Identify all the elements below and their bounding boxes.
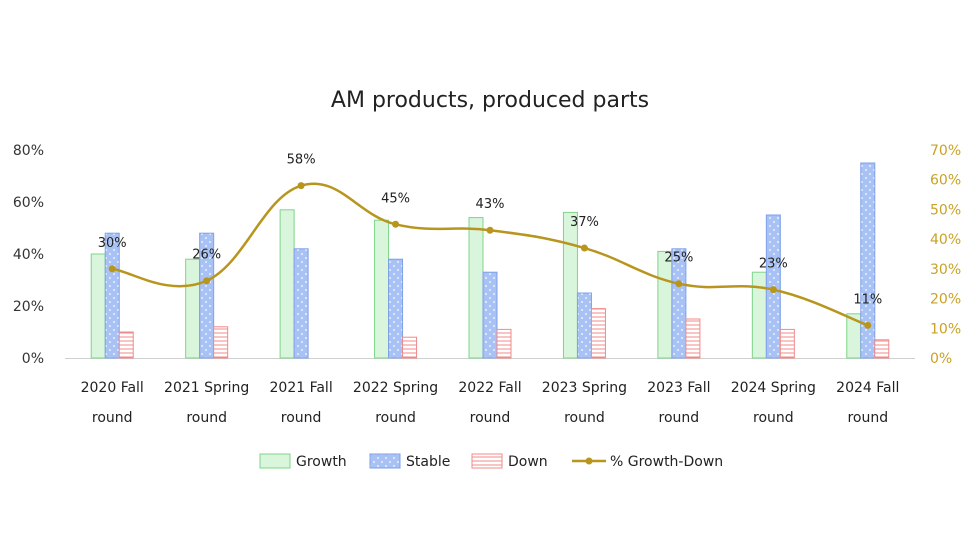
left-axis-tick: 40% <box>13 247 44 263</box>
down-bar <box>874 339 890 359</box>
stable-bar <box>576 292 592 359</box>
legend-growth-down: % Growth-Down <box>572 454 723 470</box>
right-axis-tick: 10% <box>930 321 961 337</box>
legend-growth-label: Growth <box>296 454 347 470</box>
x-axis-tick-label: 2021 Fall <box>270 380 333 396</box>
growth-down-point <box>392 220 400 228</box>
left-axis-tick: 20% <box>13 299 44 315</box>
x-axis-tick-label: round <box>281 410 322 426</box>
right-axis-tick: 30% <box>930 262 961 278</box>
growth-down-point <box>108 265 116 273</box>
growth-bar <box>185 258 201 359</box>
stable-bar <box>482 271 498 359</box>
right-axis-tick: 20% <box>930 292 961 308</box>
legend-growth-down-marker <box>585 457 593 465</box>
x-axis-tick-label: round <box>375 410 416 426</box>
left-axis-tick: 0% <box>22 351 44 367</box>
x-axis-tick-label: round <box>470 410 511 426</box>
data-label: 11% <box>853 292 882 307</box>
stable-bar <box>388 258 404 359</box>
growth-down-line <box>112 182 869 327</box>
legend-stable-swatch <box>369 453 401 469</box>
x-axis-tick-label: round <box>186 410 227 426</box>
growth-bar <box>657 250 673 359</box>
growth-down-point <box>486 226 494 234</box>
right-axis-tick: 0% <box>930 351 952 367</box>
x-axis-tick-label: 2023 Fall <box>647 380 710 396</box>
stable-bar <box>860 162 876 359</box>
stable-bar <box>199 232 215 359</box>
growth-down-point <box>864 321 872 329</box>
legend-growth: Growth <box>259 453 347 470</box>
down-bar <box>685 318 701 359</box>
growth-down-point <box>203 277 211 285</box>
legend-stable-label: Stable <box>406 454 450 470</box>
right-axis-tick: 70% <box>930 143 961 159</box>
growth-down-point <box>580 244 588 252</box>
x-axis-tick-label: 2023 Spring <box>542 380 627 396</box>
down-bar <box>402 336 418 359</box>
x-axis-tick-label: round <box>92 410 133 426</box>
growth-down-point <box>769 286 777 294</box>
x-axis-tick-label: 2024 Fall <box>836 380 899 396</box>
left-axis-tick: 80% <box>13 143 44 159</box>
legend-down: Down <box>471 453 548 470</box>
x-axis-tick-label: round <box>847 410 888 426</box>
legend-stable: Stable <box>369 453 450 470</box>
stable-bar <box>671 248 687 359</box>
data-label: 23% <box>759 257 788 272</box>
data-label: 58% <box>287 153 316 168</box>
x-axis-tick-label: 2021 Spring <box>164 380 249 396</box>
legend-down-swatch <box>471 453 503 469</box>
growth-down-point <box>675 280 683 288</box>
growth-bar <box>279 209 295 359</box>
data-label: 37% <box>570 215 599 230</box>
legend-growth-swatch <box>259 453 291 469</box>
down-bar <box>496 328 512 359</box>
data-label: 30% <box>98 236 127 251</box>
left-axis-tick: 60% <box>13 195 44 211</box>
growth-bar <box>374 219 390 359</box>
growth-bar <box>468 217 484 359</box>
x-axis-tick-label: 2022 Spring <box>353 380 438 396</box>
legend-down-label: Down <box>508 454 548 470</box>
x-axis-tick-label: round <box>564 410 605 426</box>
growth-down-point <box>297 182 305 190</box>
x-axis-tick-label: 2020 Fall <box>81 380 144 396</box>
down-bar <box>118 331 134 359</box>
data-label: 26% <box>192 248 221 263</box>
right-axis-tick: 60% <box>930 173 961 189</box>
x-axis-tick-label: 2022 Fall <box>458 380 521 396</box>
right-axis-tick: 50% <box>930 202 961 218</box>
right-axis-tick: 40% <box>930 232 961 248</box>
x-axis-tick-label: round <box>753 410 794 426</box>
x-axis-tick-label: 2024 Spring <box>731 380 816 396</box>
down-bar <box>213 326 229 359</box>
stable-bar <box>104 232 120 359</box>
data-label: 43% <box>476 197 505 212</box>
stable-bar <box>293 248 309 359</box>
legend-growth-down-label: % Growth-Down <box>610 454 723 470</box>
down-bar <box>590 308 606 359</box>
data-label: 45% <box>381 191 410 206</box>
growth-bar <box>562 211 578 359</box>
growth-bar <box>90 253 106 359</box>
down-bar <box>779 328 795 359</box>
growth-bar <box>751 271 767 359</box>
x-axis-tick-label: round <box>659 410 700 426</box>
data-label: 25% <box>664 251 693 266</box>
chart-title: AM products, produced parts <box>330 88 650 113</box>
